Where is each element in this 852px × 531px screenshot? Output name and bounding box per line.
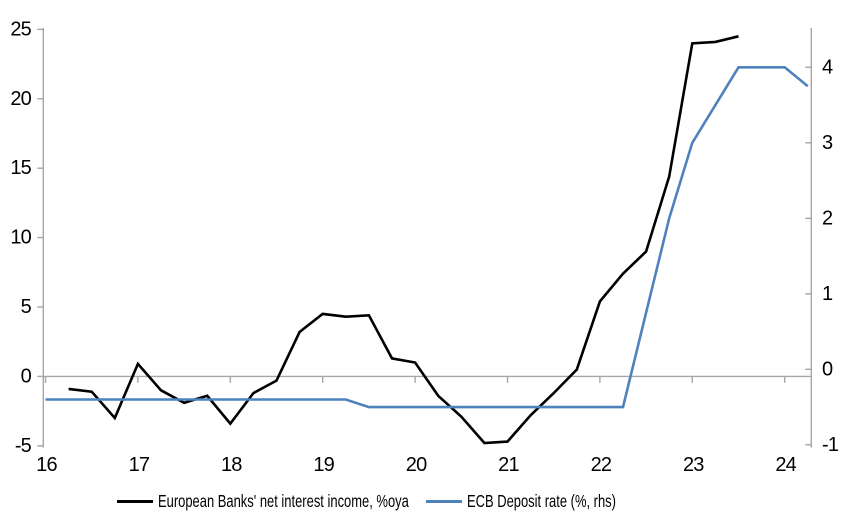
left-axis-tick-label: 15 bbox=[10, 157, 31, 179]
blue-line-swatch-icon bbox=[426, 500, 462, 503]
x-axis-tick-label: 17 bbox=[129, 454, 150, 476]
left-axis-tick-label: 0 bbox=[21, 365, 32, 387]
x-axis-tick-label: 23 bbox=[683, 454, 704, 476]
x-axis-tick-label: 24 bbox=[775, 454, 796, 476]
x-axis-tick-label: 22 bbox=[591, 454, 612, 476]
right-axis-tick-label: 4 bbox=[822, 56, 833, 78]
right-axis-tick-label: 0 bbox=[822, 358, 833, 380]
right-axis-tick-label: 3 bbox=[822, 132, 833, 154]
black-line-swatch-icon bbox=[117, 500, 153, 503]
right-axis-tick-label: 2 bbox=[822, 207, 833, 229]
left-axis-tick-label: 25 bbox=[10, 18, 31, 40]
legend-item-net-interest-income: European Banks' net interest income, %oy… bbox=[117, 491, 497, 512]
ecb-deposit-rate-line-series bbox=[45, 66, 809, 409]
left-axis-tick-label: 5 bbox=[21, 296, 32, 318]
x-axis-tick-label: 20 bbox=[406, 454, 427, 476]
x-axis-tick-label: 18 bbox=[221, 454, 242, 476]
legend: European Banks' net interest income, %oy… bbox=[0, 491, 852, 515]
legend-item-ecb-deposit-rate: ECB Deposit rate (%, rhs) bbox=[426, 491, 668, 512]
x-axis-tick-label: 16 bbox=[36, 454, 57, 476]
left-axis-tick-label: 10 bbox=[10, 227, 31, 249]
x-axis-tick-label: 21 bbox=[498, 454, 519, 476]
net-interest-income-line-series bbox=[68, 35, 739, 445]
left-axis-tick-label: -5 bbox=[15, 435, 32, 457]
right-axis-tick-label: -1 bbox=[822, 434, 839, 456]
right-axis-tick-label: 1 bbox=[822, 283, 833, 305]
legend-label-ecb-deposit-rate: ECB Deposit rate (%, rhs) bbox=[467, 491, 616, 511]
legend-label-net-interest-income: European Banks' net interest income, %oy… bbox=[158, 491, 409, 511]
x-axis-tick-label: 19 bbox=[313, 454, 334, 476]
left-axis-tick-label: 20 bbox=[10, 88, 31, 110]
